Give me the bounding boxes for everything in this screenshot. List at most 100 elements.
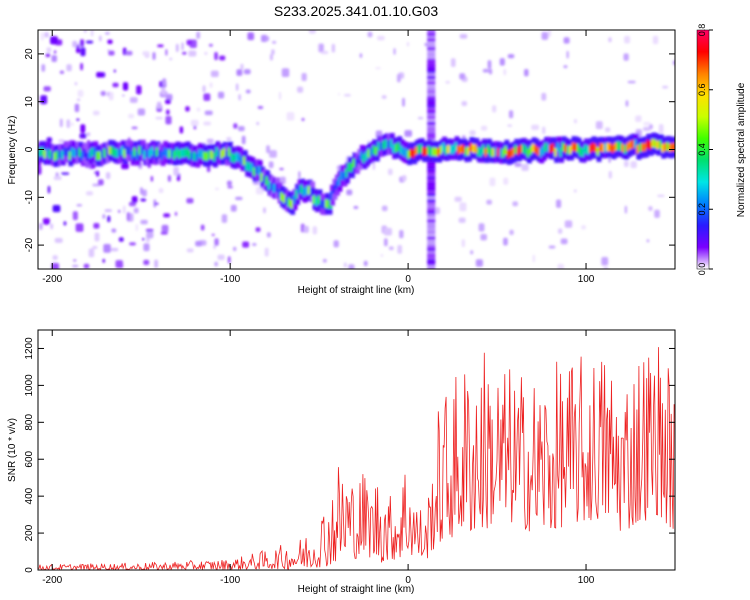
noise-blob	[320, 50, 329, 55]
noise-blob	[55, 172, 59, 178]
y-tick-label: 800	[24, 414, 35, 431]
noise-blob	[489, 177, 496, 187]
noise-blob	[209, 82, 213, 88]
noise-blob	[73, 259, 77, 262]
noise-blob	[624, 35, 631, 44]
x-tick-label: -200	[42, 575, 62, 586]
noise-blob	[143, 259, 150, 266]
vertical-band-cell	[427, 31, 436, 36]
noise-blob	[308, 30, 316, 34]
vertical-band-cell	[427, 183, 436, 188]
noise-blob	[278, 91, 282, 100]
noise-blob	[487, 60, 492, 69]
noise-blob	[146, 231, 154, 239]
vertical-band-cell	[427, 80, 436, 85]
noise-blob	[165, 49, 168, 56]
noise-blob	[581, 225, 586, 230]
noise-blob	[236, 83, 239, 91]
noise-blob	[204, 110, 213, 116]
vertical-band-cell	[427, 40, 436, 45]
noise-blob	[131, 126, 138, 130]
figure-title: S233.2025.341.01.10.G03	[274, 3, 438, 19]
noise-blob	[113, 69, 116, 73]
noise-blob	[450, 58, 456, 68]
noise-blob	[46, 137, 53, 143]
noise-blob	[59, 118, 63, 128]
noise-blob	[200, 224, 205, 231]
noise-blob	[595, 121, 603, 130]
noise-blob	[280, 176, 286, 185]
noise-blob	[281, 68, 290, 77]
noise-blob	[558, 228, 563, 234]
x-tick-label: 100	[578, 575, 595, 586]
noise-blob	[627, 80, 636, 84]
noise-blob	[206, 138, 214, 144]
vertical-band-cell	[427, 252, 436, 257]
vertical-band-cell	[427, 198, 436, 203]
vertical-band-cell	[427, 74, 436, 79]
noise-blob	[38, 166, 42, 175]
vertical-band-cell	[427, 195, 436, 200]
noise-blob	[255, 227, 261, 232]
y-tick-label: 10	[24, 96, 35, 108]
noise-blob	[226, 137, 232, 141]
noise-blob	[140, 219, 148, 225]
noise-blob	[196, 31, 201, 39]
snr-panel: -200 -100 0 100 0 200 400 600 800 1000 1200 Heigh…	[7, 329, 676, 595]
noise-blob	[38, 222, 43, 230]
noise-blob	[66, 119, 71, 128]
noise-blob	[608, 157, 611, 163]
noise-blob	[652, 35, 659, 45]
vertical-band-cell	[427, 186, 436, 191]
noise-blob	[508, 110, 514, 119]
noise-blob	[235, 196, 243, 201]
noise-blob	[252, 182, 260, 185]
noise-blob	[344, 94, 351, 97]
noise-blob	[344, 262, 347, 268]
noise-blob	[163, 213, 171, 218]
noise-blob	[80, 124, 86, 133]
noise-blob	[66, 64, 72, 72]
y-tick-label: 20	[24, 48, 35, 60]
noise-blob	[312, 226, 317, 235]
noise-blob	[173, 166, 179, 176]
vertical-band-cell	[427, 114, 436, 119]
vertical-band-cell	[427, 43, 436, 48]
noise-blob	[608, 37, 612, 43]
noise-blob	[107, 215, 111, 223]
y-tick-label: 0	[24, 567, 35, 573]
vertical-band-cell	[427, 123, 436, 128]
noise-blob	[165, 115, 172, 125]
noise-blob	[542, 126, 546, 135]
vertical-band-cell	[427, 206, 436, 211]
noise-blob	[150, 176, 154, 182]
noise-blob	[94, 232, 100, 242]
vertical-band-cell	[427, 255, 436, 260]
noise-blob	[140, 187, 143, 195]
noise-blob	[75, 44, 81, 54]
noise-blob	[564, 220, 573, 228]
vertical-band-cell	[427, 103, 436, 108]
ridge-cell	[671, 142, 675, 152]
vertical-band-cell	[427, 235, 436, 240]
noise-blob	[556, 199, 562, 208]
noise-blob	[98, 179, 104, 186]
snr-line	[38, 347, 675, 570]
noise-blob	[43, 86, 51, 92]
noise-blob	[155, 116, 163, 120]
noise-blob	[301, 73, 307, 81]
noise-blob	[175, 43, 179, 53]
noise-blob	[118, 237, 124, 242]
colorbar-tick-label: 0.2	[697, 203, 707, 216]
noise-blob	[256, 122, 259, 125]
noise-blob	[648, 206, 653, 211]
noise-blob	[133, 207, 139, 214]
noise-blob	[122, 82, 129, 91]
vertical-band-cell	[427, 178, 436, 183]
noise-blob	[112, 82, 119, 88]
noise-blob	[503, 177, 509, 185]
noise-blob	[72, 40, 78, 48]
noise-blob	[129, 97, 138, 103]
noise-blob	[242, 241, 250, 248]
